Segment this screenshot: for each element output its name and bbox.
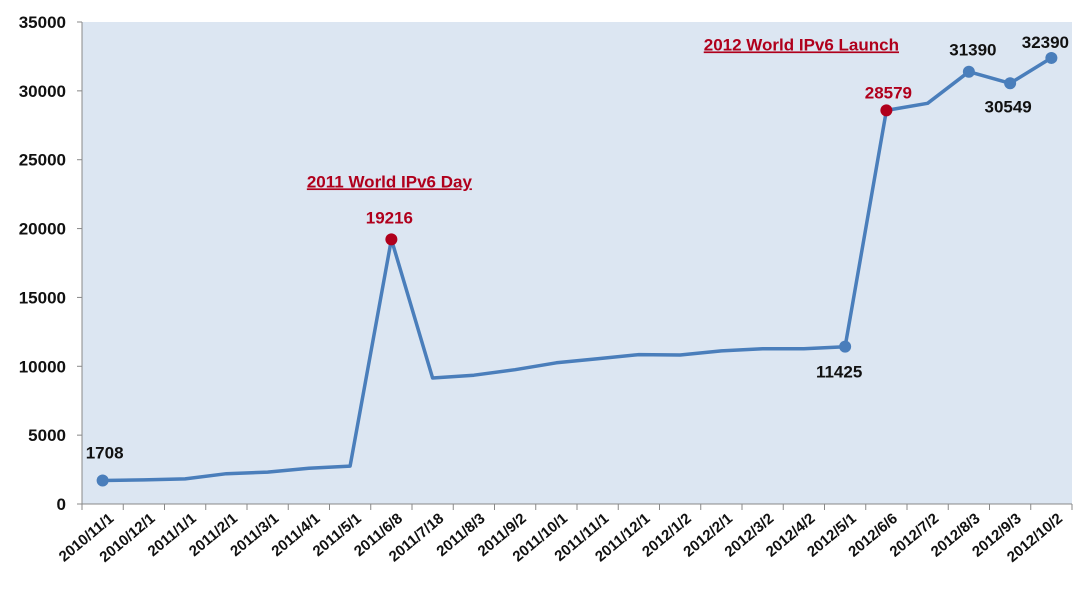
data-label: 1708 (86, 443, 124, 462)
data-marker (1004, 77, 1017, 90)
annotation-label: 2011 World IPv6 Day (307, 172, 473, 191)
data-marker (839, 340, 852, 353)
data-marker (962, 65, 975, 78)
data-label: 19216 (366, 208, 413, 227)
data-label: 11425 (816, 363, 862, 382)
data-marker (96, 474, 109, 487)
data-label: 30549 (984, 97, 1031, 116)
y-tick-label: 35000 (19, 13, 66, 32)
data-label: 31390 (949, 41, 996, 60)
series-line (102, 56, 1053, 483)
data-label: 28579 (865, 83, 912, 102)
data-label: 32390 (1022, 33, 1069, 52)
y-tick-label: 5000 (28, 426, 66, 445)
annotation-label: 2012 World IPv6 Launch (704, 35, 899, 54)
y-tick-label: 20000 (19, 220, 66, 239)
data-marker (1045, 51, 1058, 64)
y-tick-label: 15000 (19, 288, 66, 307)
y-tick-label: 25000 (19, 151, 66, 170)
y-tick-label: 30000 (19, 82, 66, 101)
data-marker (880, 104, 893, 117)
y-tick-label: 0 (57, 495, 66, 514)
plot-area (82, 22, 1072, 504)
y-tick-label: 10000 (19, 357, 66, 376)
data-marker (385, 233, 398, 246)
